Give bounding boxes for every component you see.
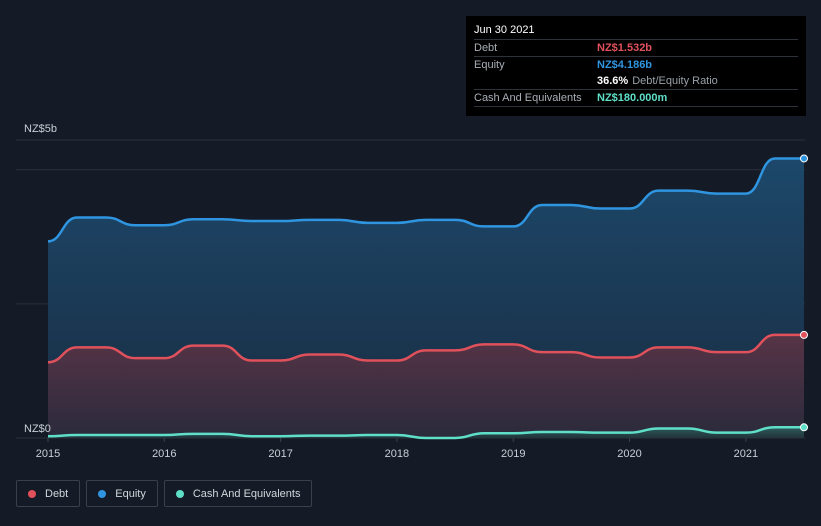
x-tick-label: 2015 — [36, 448, 60, 460]
cash-and-equivalents-end-dot — [800, 423, 808, 432]
tooltip-cash-label: Cash And Equivalents — [474, 92, 582, 104]
x-axis-ticks: 2015 2016 2017 2018 2019 2020 2021 — [36, 438, 758, 460]
tooltip-equity-value: NZ$4.186b — [597, 59, 653, 71]
debt-line — [47, 333, 804, 364]
y-axis-bottom-label: NZ$0 — [24, 423, 51, 435]
tooltip-debt-value: NZ$1.532b — [597, 42, 653, 54]
x-tick-label: 2017 — [268, 448, 292, 460]
x-tick-label: 2019 — [501, 448, 525, 460]
debt-dot-icon — [28, 489, 36, 498]
legend-label-cash: Cash And Equivalents — [192, 487, 301, 500]
tooltip-cash-value: NZ$180.000m — [597, 92, 668, 104]
legend-label-debt: Debt — [45, 487, 69, 500]
equity-dot-icon — [98, 489, 107, 498]
tooltip-panel: Jun 30 2021 Debt NZ$1.532b Equity NZ$4.1… — [466, 16, 806, 116]
legend-item-cash[interactable]: Cash And Equivalents — [163, 480, 313, 507]
x-tick-label: 2018 — [385, 448, 409, 460]
series-end-dots — [800, 154, 808, 432]
series-lines — [47, 157, 804, 440]
tooltip-ratio-row: 36.6% Debt/Equity Ratio — [474, 73, 798, 89]
tooltip-equity-label: Equity — [474, 59, 505, 71]
y-axis-top-label: NZ$5b — [24, 123, 57, 135]
x-tick-label: 2021 — [734, 448, 758, 460]
equity-line — [47, 157, 804, 243]
cash-dot-icon — [175, 489, 184, 498]
tooltip-equity-row: Equity NZ$4.186b — [474, 56, 798, 73]
tooltip-cash-row: Cash And Equivalents NZ$180.000m — [474, 89, 798, 107]
tooltip-debt-row: Debt NZ$1.532b — [474, 39, 798, 56]
cash-and-equivalents-line — [47, 426, 804, 440]
legend-item-equity[interactable]: Equity — [86, 480, 158, 507]
x-tick-label: 2020 — [617, 448, 641, 460]
debt-area — [48, 334, 804, 438]
legend-label-equity: Equity — [115, 487, 146, 500]
legend: Debt Equity Cash And Equivalents — [16, 480, 318, 507]
debt-end-dot — [800, 330, 808, 339]
legend-item-debt[interactable]: Debt — [16, 480, 81, 507]
equity-end-dot — [800, 154, 808, 163]
series-areas — [48, 158, 804, 438]
x-tick-label: 2016 — [152, 448, 176, 460]
tooltip-debt-label: Debt — [474, 42, 498, 54]
tooltip-ratio-label: Debt/Equity Ratio — [632, 75, 718, 87]
tooltip-ratio-value: 36.6% — [597, 75, 629, 87]
tooltip-date: Jun 30 2021 — [474, 24, 535, 36]
